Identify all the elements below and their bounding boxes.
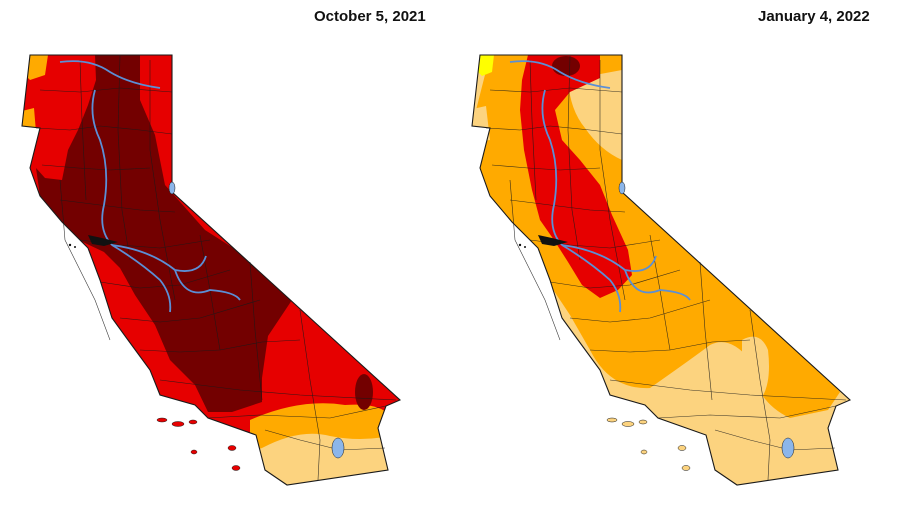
san-francisco-bay bbox=[538, 235, 568, 246]
farallon-islands bbox=[518, 243, 526, 248]
severe-drought-area bbox=[250, 403, 392, 452]
exceptional-drought-spot bbox=[552, 56, 580, 76]
severe-drought-patch-coast bbox=[22, 108, 36, 138]
extreme-drought-area bbox=[520, 55, 632, 298]
california-drought-map-october-2021 bbox=[21, 54, 402, 486]
rivers bbox=[509, 60, 691, 313]
exceptional-drought-area bbox=[36, 55, 292, 412]
exceptional-drought-spot bbox=[355, 374, 373, 410]
rivers bbox=[59, 60, 241, 313]
tahoe-lake bbox=[618, 181, 626, 195]
map-title-october-2021: October 5, 2021 bbox=[314, 8, 426, 25]
abnormally-dry-area bbox=[476, 55, 494, 76]
san-francisco-bay bbox=[88, 235, 118, 246]
farallon-islands bbox=[68, 243, 76, 248]
moderate-drought-patch-northeast bbox=[568, 70, 622, 160]
moderate-drought-patch-southeast bbox=[742, 336, 769, 400]
salton-sea bbox=[781, 437, 795, 459]
california-outline bbox=[471, 54, 852, 486]
tahoe-lake bbox=[168, 181, 176, 195]
channel-islands bbox=[156, 417, 241, 471]
california-outline bbox=[21, 54, 402, 486]
channel-islands bbox=[606, 417, 691, 471]
salton-sea bbox=[331, 437, 345, 459]
california-drought-map-january-2022 bbox=[471, 54, 852, 486]
county-boundaries bbox=[485, 55, 847, 481]
map-title-january-2022: January 4, 2022 bbox=[758, 8, 870, 25]
county-boundaries bbox=[35, 55, 397, 481]
